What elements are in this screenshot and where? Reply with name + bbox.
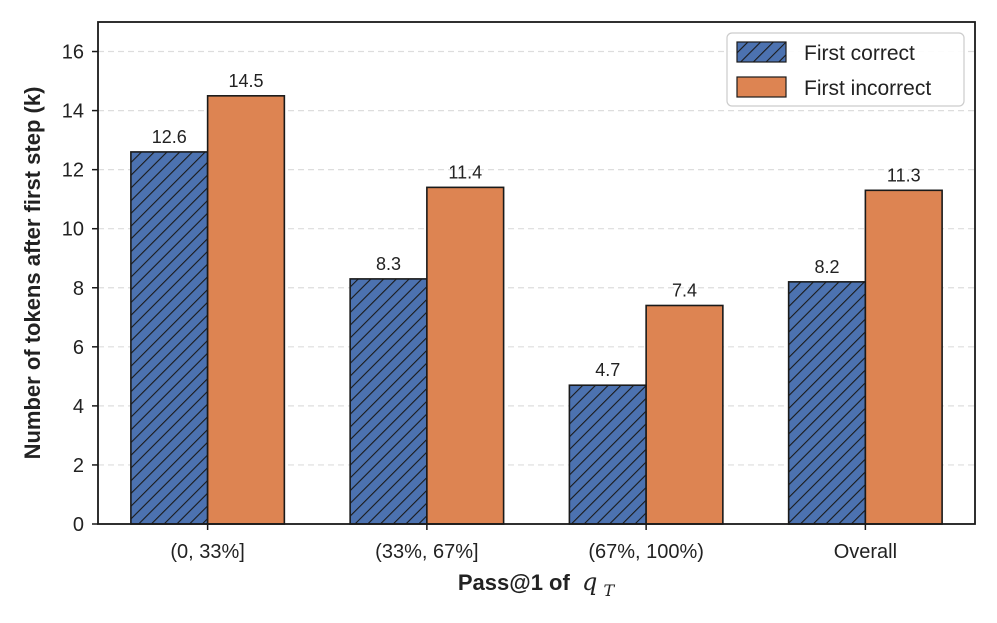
x-axis-title: Pass@1 of q T bbox=[458, 568, 616, 600]
bar-first-incorrect-1 bbox=[426, 186, 505, 525]
legend-label-first-correct: First correct bbox=[804, 42, 915, 65]
data-label-first-incorrect-0: 14.5 bbox=[228, 71, 263, 91]
y-tick-label-6: 6 bbox=[73, 337, 84, 359]
x-tick-label-1: (33%, 67%] bbox=[375, 541, 478, 563]
legend-swatch-first-correct bbox=[736, 41, 787, 63]
data-label-first-correct-3: 8.2 bbox=[814, 257, 839, 277]
bar-first-incorrect-0 bbox=[206, 95, 286, 525]
data-label-first-incorrect-2: 7.4 bbox=[672, 280, 697, 300]
data-label-first-correct-0: 12.6 bbox=[152, 127, 187, 147]
x-axis-title-text: Pass@1 of bbox=[458, 570, 571, 595]
x-axis-ticks: (0, 33%] (33%, 67%] (67%, 100%) Overall bbox=[170, 524, 897, 563]
y-axis-ticks: 0 2 4 6 8 10 12 14 16 bbox=[62, 42, 98, 536]
bar-first-correct-1 bbox=[349, 278, 428, 525]
y-tick-label-2: 2 bbox=[73, 455, 84, 477]
bar-first-incorrect-2 bbox=[645, 304, 724, 525]
x-axis-title-math: q bbox=[582, 568, 597, 596]
bar-first-correct-2 bbox=[568, 384, 647, 525]
data-label-first-incorrect-3: 11.3 bbox=[887, 165, 921, 185]
plot-frame bbox=[97, 21, 976, 525]
bar-first-incorrect-3 bbox=[864, 189, 943, 525]
legend-swatch-first-incorrect bbox=[736, 76, 787, 98]
legend-label-first-incorrect: First incorrect bbox=[804, 77, 931, 100]
data-labels: 12.6 14.5 8.3 11.4 4.7 7.4 8.2 11.3 bbox=[152, 71, 921, 380]
x-tick-label-0: (0, 33%] bbox=[170, 541, 244, 563]
x-tick-label-3: Overall bbox=[834, 541, 897, 563]
y-tick-label-4: 4 bbox=[73, 396, 84, 418]
data-label-first-correct-1: 8.3 bbox=[376, 254, 401, 274]
y-tick-label-12: 12 bbox=[62, 160, 84, 182]
x-axis-title-math-subscript: T bbox=[603, 581, 615, 600]
y-tick-label-0: 0 bbox=[73, 514, 84, 536]
y-axis-title: Number of tokens after first step (k) bbox=[20, 87, 45, 460]
data-label-first-incorrect-1: 11.4 bbox=[448, 162, 482, 182]
y-tick-label-10: 10 bbox=[62, 219, 84, 241]
y-tick-label-8: 8 bbox=[73, 278, 84, 300]
legend: First correct First incorrect bbox=[726, 32, 965, 107]
bar-first-correct-3 bbox=[787, 281, 867, 525]
y-tick-label-16: 16 bbox=[62, 42, 84, 64]
data-label-first-correct-2: 4.7 bbox=[595, 360, 620, 380]
x-tick-label-2: (67%, 100%) bbox=[588, 541, 704, 563]
bar-first-correct-0 bbox=[130, 151, 209, 525]
y-tick-label-14: 14 bbox=[62, 101, 84, 123]
